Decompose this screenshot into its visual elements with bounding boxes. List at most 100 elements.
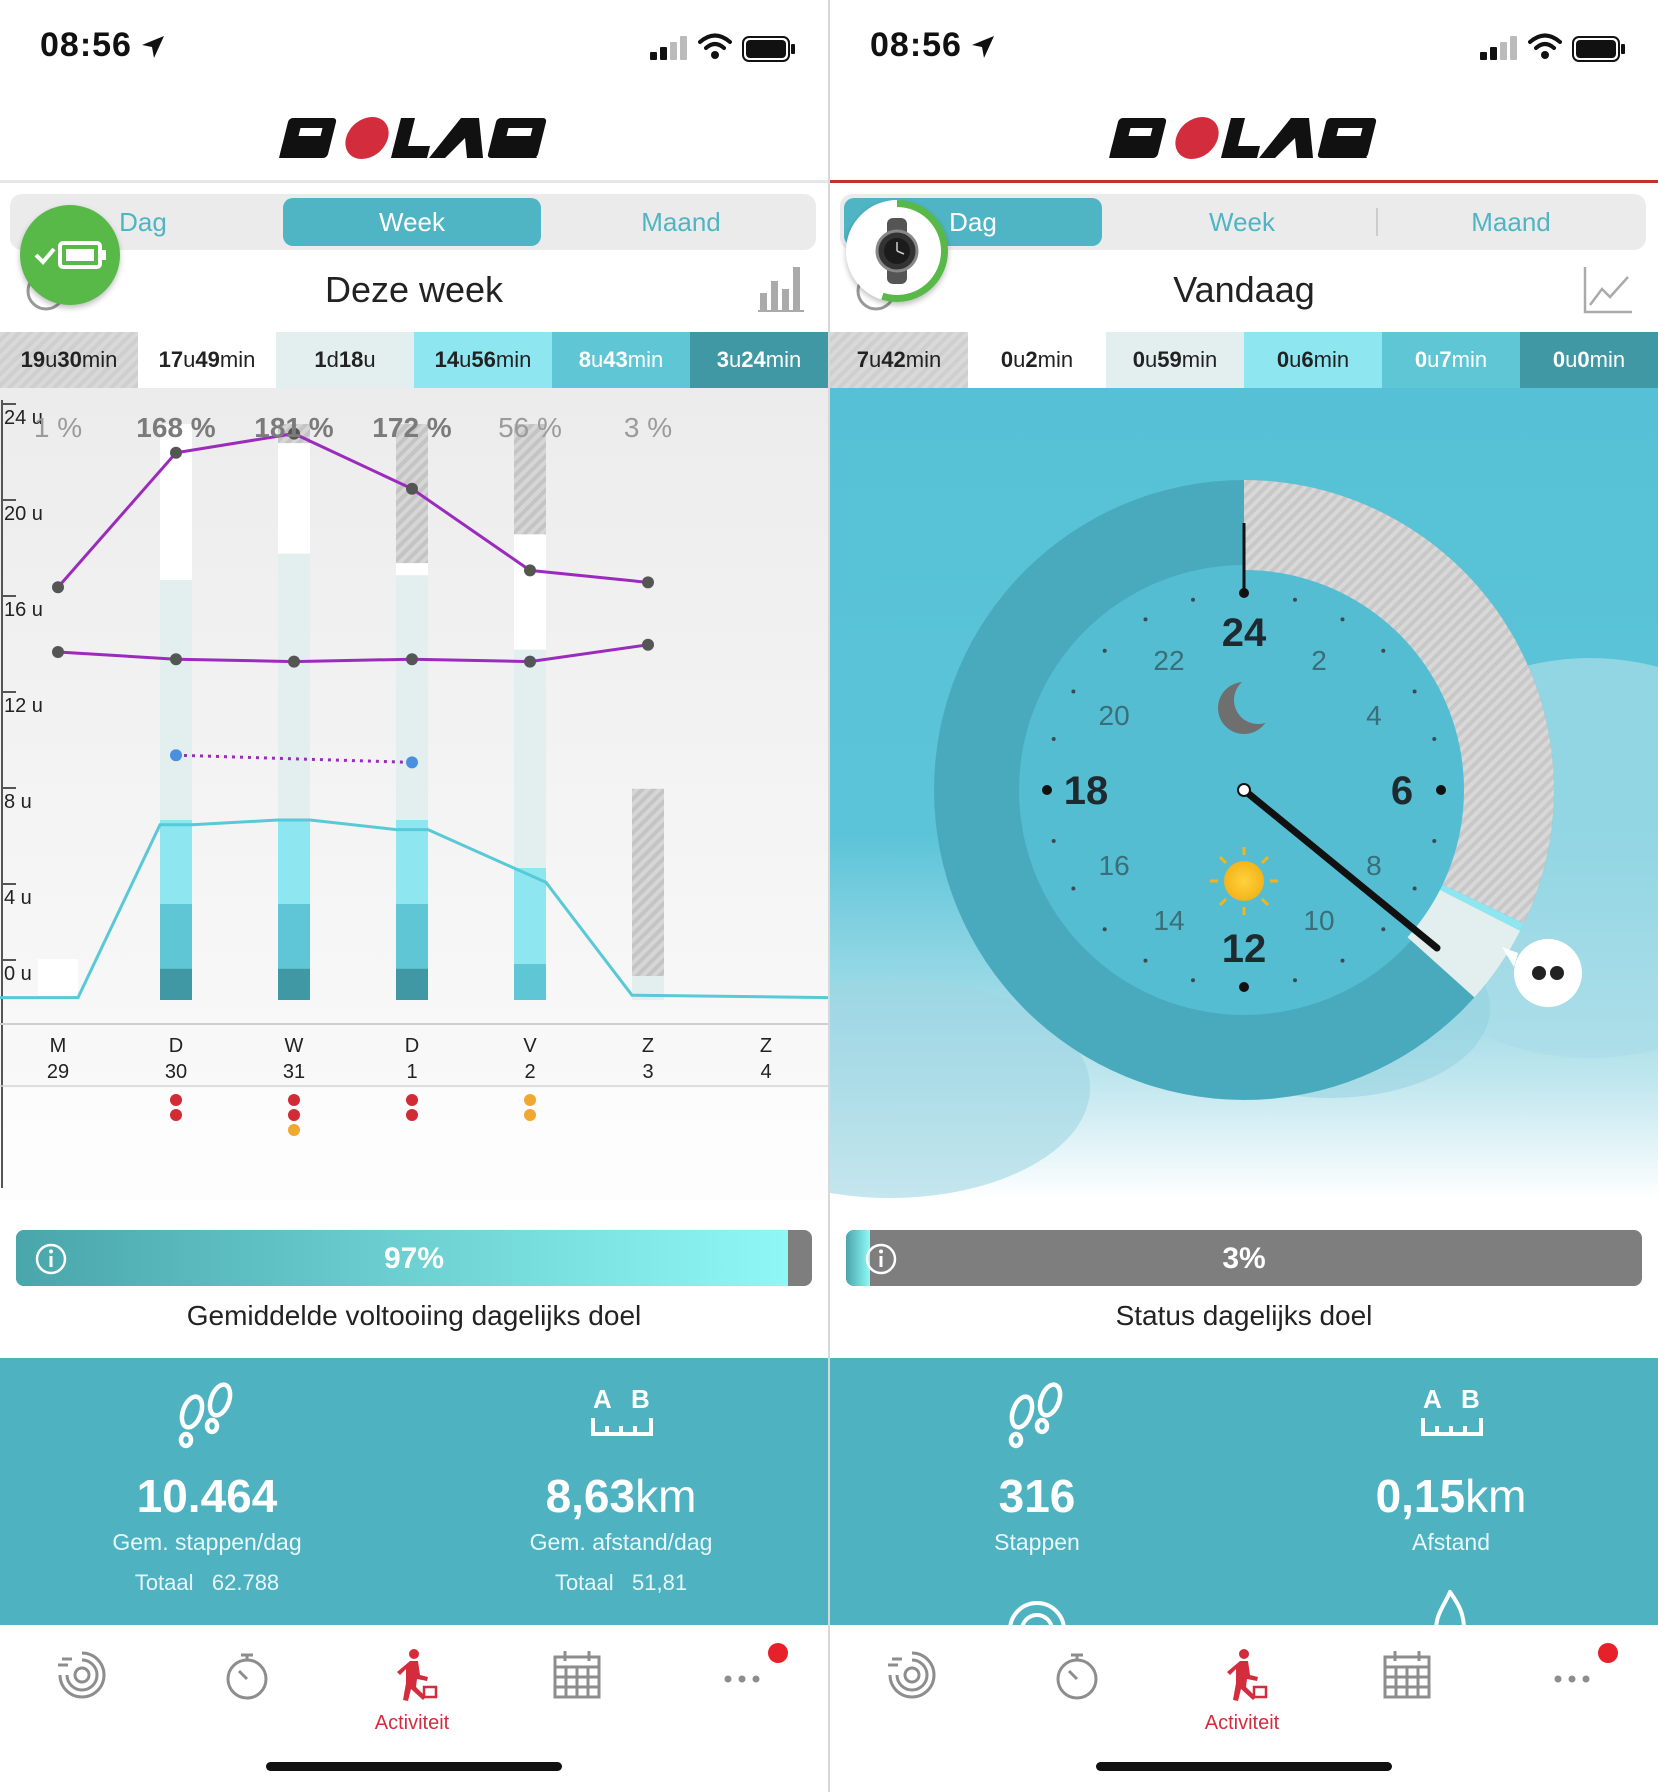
info-icon[interactable] (864, 1242, 898, 1276)
distance-label: Gem. afstand/dag (529, 1529, 713, 1555)
line-chart-icon[interactable] (1582, 265, 1634, 315)
series-point (524, 655, 536, 668)
steps-stat[interactable]: 10.464 Gem. stappen/dag Totaal 62.788 (0, 1378, 414, 1596)
activity-bar (632, 788, 664, 1000)
tab-week[interactable]: Week (283, 198, 541, 246)
level-light[interactable]: 0u59min (1106, 332, 1244, 388)
stopwatch-icon (1056, 1653, 1098, 1700)
goal-progress-bar[interactable]: 97% (16, 1230, 812, 1286)
nav-more[interactable] (682, 1643, 802, 1708)
nav-training[interactable] (1017, 1647, 1137, 1708)
dial-hour-tick (1412, 886, 1417, 891)
flame-icon (1433, 1590, 1467, 1630)
steps-value: 10.464 (136, 1470, 278, 1522)
level-intense[interactable]: 3u24min (690, 332, 828, 388)
dial-hour-tick (1340, 617, 1345, 622)
battery-charged-icon (34, 241, 106, 269)
series-point (642, 638, 654, 651)
activity-rings-icon (58, 1651, 106, 1699)
svg-text:A: A (1423, 1384, 1442, 1414)
dial-hour-tick (1071, 689, 1076, 694)
level-vigorous[interactable]: 8u43min (552, 332, 690, 388)
battery-icon (742, 36, 795, 62)
dial-hour-tick (1071, 886, 1076, 891)
x-day-label: M (50, 1035, 67, 1057)
device-battery-badge[interactable] (20, 205, 120, 305)
dial-hour-label: 20 (1099, 700, 1130, 731)
sync-progress-line (830, 180, 1658, 183)
more-dots-icon (724, 1675, 760, 1683)
tab-maand[interactable]: Maand (641, 207, 721, 237)
goal-percent: 97% (383, 1242, 445, 1275)
sleep-arc (1244, 480, 1554, 924)
dial-hour-label: 8 (1366, 850, 1382, 881)
activity-bar-sedentary (396, 563, 428, 576)
dial-hour-label: 14 (1153, 905, 1184, 936)
inactivity-bubble[interactable] (1502, 939, 1582, 1007)
level-vigorous[interactable]: 0u7min (1382, 332, 1520, 388)
info-icon[interactable] (34, 1242, 68, 1276)
level-light[interactable]: 1d18u (276, 332, 414, 388)
period-tabs: Dag Week Maand (840, 194, 1646, 250)
goal-percent-label: 168 % (136, 412, 215, 443)
dial-hour-label: 10 (1303, 905, 1334, 936)
level-moderate[interactable]: 0u6min (1244, 332, 1382, 388)
home-indicator (1096, 1762, 1392, 1771)
dial-hour-tick (1292, 978, 1297, 983)
activity-person-icon (397, 1649, 438, 1701)
nav-activity[interactable]: Activiteit (1182, 1647, 1302, 1735)
activity-rings-icon (888, 1651, 936, 1699)
tab-maand[interactable]: Maand (1471, 207, 1551, 237)
polar-logo: ® (1109, 117, 1377, 161)
nav-feed[interactable] (22, 1647, 142, 1708)
goal-progress-bar[interactable]: 3% (846, 1230, 1642, 1286)
event-dot (288, 1124, 300, 1136)
y-tick-label: 16 u (4, 599, 43, 621)
nav-more[interactable] (1512, 1643, 1632, 1708)
series-point (406, 482, 418, 495)
nav-training[interactable] (187, 1647, 307, 1708)
svg-text:B: B (1461, 1384, 1480, 1414)
activity-arc (1440, 884, 1524, 931)
dial-center (1237, 783, 1251, 797)
tab-dag[interactable]: Dag (119, 207, 167, 237)
sun-icon (1210, 847, 1278, 915)
goal-progress-fill (846, 1230, 870, 1286)
activity-arc (1407, 889, 1521, 998)
series-point (288, 427, 300, 440)
nav-feed[interactable] (852, 1647, 972, 1708)
goal-percent-label: 172 % (372, 412, 451, 443)
level-sleep[interactable]: 19u30min (0, 332, 138, 388)
nav-calendar[interactable] (517, 1647, 637, 1708)
dial-hour-tick (1412, 689, 1417, 694)
activity-bar-sedentary (278, 443, 310, 554)
dial-hour-label: 4 (1366, 700, 1382, 731)
nav-activity[interactable]: Activiteit (352, 1647, 472, 1735)
steps-stat[interactable]: 316 Stappen (830, 1378, 1244, 1556)
dial-hour-tick (1432, 838, 1437, 843)
level-moderate[interactable]: 14u56min (414, 332, 552, 388)
dial-hour-tick (1102, 927, 1107, 932)
level-sedentary[interactable]: 17u49min (138, 332, 276, 388)
series-point (170, 749, 182, 762)
dial-hour-tick (1191, 597, 1196, 602)
level-sedentary[interactable]: 0u2min (968, 332, 1106, 388)
level-intense[interactable]: 0u0min (1520, 332, 1658, 388)
device-watch-badge[interactable] (846, 200, 948, 302)
tab-week[interactable]: Week (1209, 207, 1275, 237)
series-point (52, 646, 64, 658)
nav-calendar[interactable] (1347, 1647, 1467, 1708)
status-time: 08:56 (870, 26, 962, 64)
bar-chart-icon[interactable] (758, 263, 804, 313)
activity-bar-active (278, 968, 310, 1000)
status-bar: 08:56 (830, 0, 1658, 100)
steps-label: Gem. stappen/dag (112, 1529, 302, 1555)
more-dots-icon (1554, 1675, 1590, 1683)
nav-activity-label: Activiteit (374, 1712, 450, 1734)
screen-divider (828, 0, 830, 1792)
dial-hour-tick (1051, 737, 1056, 742)
dial-hour-tick (1381, 927, 1386, 932)
level-sleep[interactable]: 7u42min (830, 332, 968, 388)
